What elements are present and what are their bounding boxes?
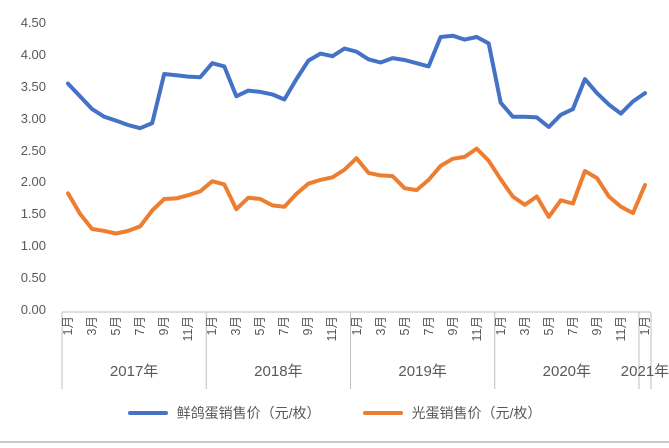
month-tick-label: 3月: [373, 316, 388, 336]
month-tick-label: 1月: [61, 316, 75, 336]
legend: 鲜鸽蛋销售价（元/枚） 光蛋销售价（元/枚）: [0, 400, 669, 426]
y-tick-label: 2.50: [20, 142, 46, 158]
legend-item-shell-egg: 光蛋销售价（元/枚）: [362, 403, 542, 423]
month-tick-label: 9月: [589, 316, 604, 336]
month-tick-label: 7月: [421, 316, 436, 336]
y-tick-label: 3.00: [20, 110, 46, 126]
month-tick-label: 9月: [445, 316, 460, 336]
legend-label-shell-egg: 光蛋销售价（元/枚）: [411, 405, 542, 421]
year-label: 2019年: [398, 363, 447, 380]
year-label: 2017年: [109, 363, 159, 380]
month-tick-label: 3月: [229, 316, 244, 336]
month-tick-label: 5月: [253, 316, 268, 336]
y-tick-label: 1.00: [20, 238, 46, 254]
legend-label-fresh-pigeon-egg: 鲜鸽蛋销售价（元/枚）: [176, 405, 321, 421]
year-label: 2018年: [254, 363, 303, 380]
month-tick-label: 7月: [565, 316, 580, 336]
month-tick-label: 1月: [637, 316, 652, 336]
legend-item-fresh-pigeon-egg: 鲜鸽蛋销售价（元/枚）: [127, 403, 321, 423]
y-tick-label: 1.50: [20, 206, 46, 222]
month-tick-label: 7月: [133, 316, 148, 336]
price-line-series-0: [66, 33, 647, 131]
price-line-series-1: [66, 146, 647, 236]
y-tick-label: 2.00: [20, 174, 46, 190]
month-tick-label: 3月: [85, 316, 100, 336]
month-tick-label: 1月: [349, 316, 364, 336]
month-tick-label: 7月: [277, 316, 292, 336]
legend-line-swatch-blue: [127, 411, 168, 415]
legend-line-swatch-orange: [362, 411, 403, 415]
month-tick-label: 9月: [301, 316, 316, 336]
month-tick-label: 5月: [541, 316, 556, 336]
month-tick-label: 11月: [181, 316, 196, 342]
month-tick-label: 11月: [613, 316, 628, 342]
month-tick-label: 1月: [205, 316, 220, 336]
y-tick-label: 4.00: [20, 46, 46, 62]
page-bottom-border: [0, 441, 669, 443]
month-tick-label: 11月: [325, 316, 340, 342]
y-tick-label: 3.50: [20, 78, 46, 94]
month-tick-label: 5月: [397, 316, 412, 336]
month-tick-label: 3月: [517, 316, 532, 336]
month-tick-label: 5月: [109, 316, 124, 336]
month-tick-label: 9月: [157, 316, 172, 336]
y-tick-label: 0.50: [20, 270, 46, 286]
month-tick-label: 1月: [493, 316, 508, 336]
year-label: 2021年: [620, 363, 669, 380]
year-label: 2020年: [542, 363, 592, 380]
y-tick-label: 0.00: [20, 302, 46, 317]
y-tick-label: 4.50: [20, 14, 46, 30]
month-tick-label: 11月: [469, 316, 484, 342]
